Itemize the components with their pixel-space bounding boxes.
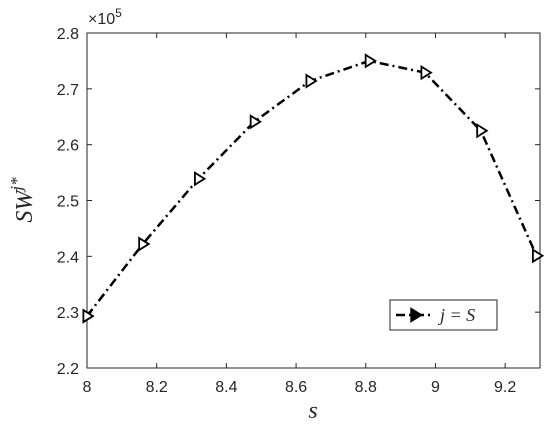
x-tick-label: 8.4	[215, 379, 237, 396]
marker	[476, 123, 489, 139]
marker	[364, 53, 377, 69]
y-axis-label: SWj*	[7, 177, 38, 223]
marker	[532, 248, 545, 264]
x-tick-label: 8.6	[285, 379, 307, 396]
y-axis-label-base: SW	[12, 189, 38, 223]
legend-marker	[410, 307, 423, 323]
x-axis-label: s	[308, 398, 317, 424]
marker	[82, 308, 95, 324]
marker	[420, 65, 433, 81]
x-tick-label: 9.2	[494, 379, 516, 396]
y-tick-label: 2.3	[57, 305, 79, 322]
y-tick-label: 2.6	[57, 138, 79, 155]
x-tick-label: 8.2	[146, 379, 168, 396]
y-multiplier-base: ×10	[88, 11, 115, 28]
marker	[138, 236, 151, 252]
marker	[305, 73, 318, 89]
marker	[194, 171, 207, 187]
y-tick-label: 2.2	[57, 361, 79, 378]
legend-label: j = S	[438, 305, 475, 325]
x-tick-label: 9	[431, 379, 440, 396]
y-multiplier-exponent: 5	[115, 6, 122, 20]
y-multiplier: ×105	[88, 6, 122, 28]
marker	[249, 114, 262, 130]
y-tick-label: 2.4	[57, 249, 79, 266]
y-axis-label-superscript: j*	[7, 177, 26, 193]
y-tick-label: 2.8	[57, 26, 79, 43]
x-tick-label: 8	[83, 379, 92, 396]
y-tick-label: 2.5	[57, 194, 79, 211]
y-tick-label: 2.7	[57, 82, 79, 99]
legend-box	[389, 299, 498, 331]
x-tick-label: 8.8	[355, 379, 377, 396]
